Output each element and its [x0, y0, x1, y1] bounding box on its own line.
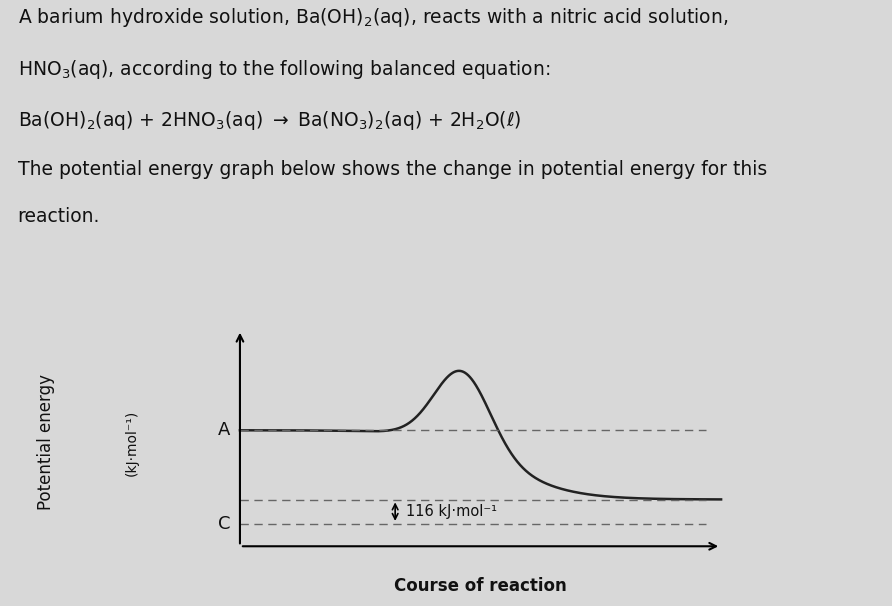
Text: Course of reaction: Course of reaction	[394, 577, 567, 595]
Text: C: C	[219, 514, 231, 533]
Text: A barium hydroxide solution, Ba(OH)$_2$(aq), reacts with a nitric acid solution,: A barium hydroxide solution, Ba(OH)$_2$(…	[18, 6, 767, 226]
Text: Potential energy: Potential energy	[37, 375, 54, 510]
Text: (kJ·mol⁻¹): (kJ·mol⁻¹)	[125, 409, 139, 476]
Text: 116 kJ·mol⁻¹: 116 kJ·mol⁻¹	[406, 504, 497, 519]
Text: A: A	[219, 421, 231, 439]
